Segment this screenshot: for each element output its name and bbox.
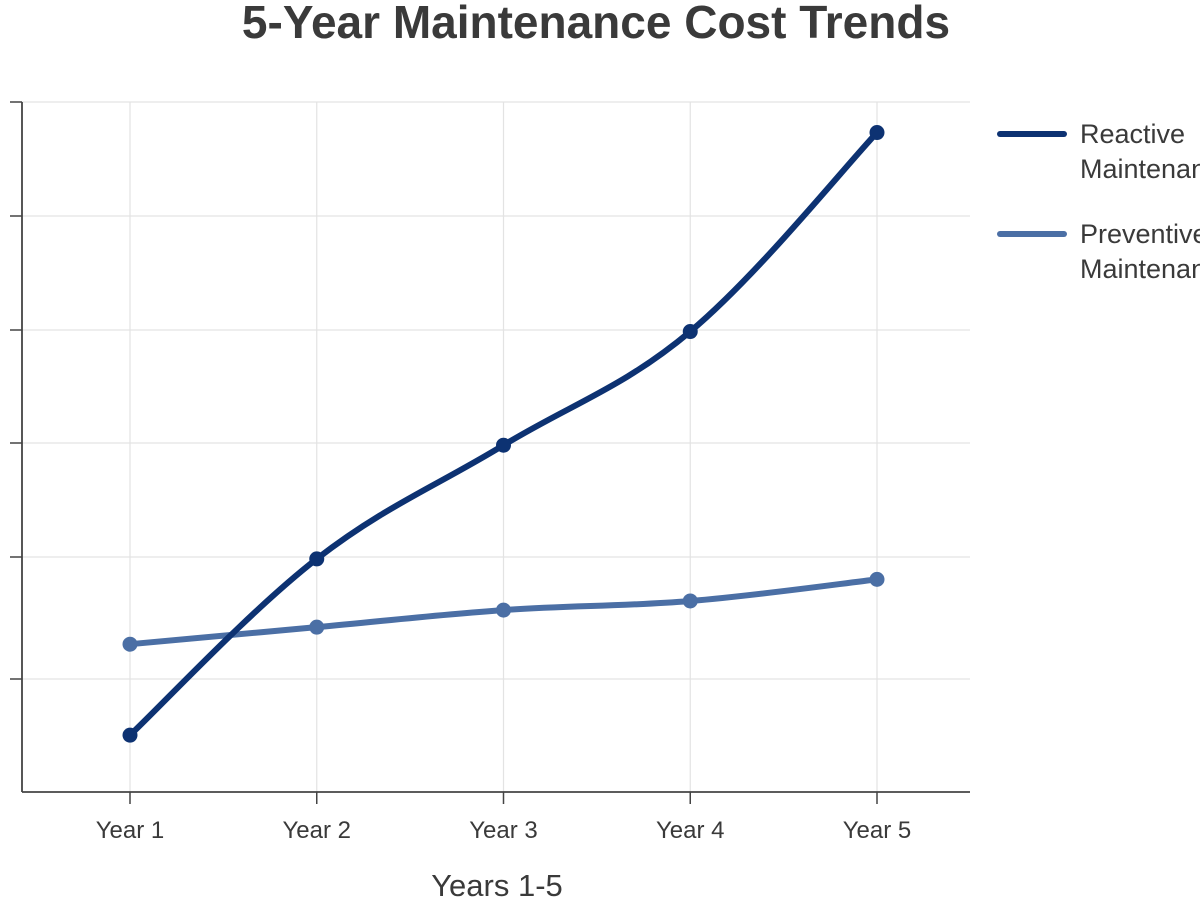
x-tick-label: Year 3 — [469, 817, 538, 844]
x-tick-label: Year 2 — [282, 817, 351, 844]
legend: ReactiveMaintenance PreventiveMaintenance — [997, 119, 1200, 284]
data-point-reactive-maintenance — [122, 727, 138, 743]
legend-label-preventive-maintenance: PreventiveMaintenance — [1080, 219, 1200, 284]
x-axis-label: Years 1-5 — [431, 868, 563, 900]
data-point-reactive-maintenance — [309, 551, 325, 567]
x-tick-labels: Year 1 Year 2 Year 3 Year 4 Year 5 — [96, 817, 912, 844]
chart-title: 5-Year Maintenance Cost Trends — [242, 0, 950, 48]
data-point-preventive-maintenance — [309, 619, 325, 635]
data-point-preventive-maintenance — [496, 602, 511, 618]
legend-label-reactive-maintenance: ReactiveMaintenance — [1080, 119, 1200, 184]
data-point-preventive-maintenance — [122, 636, 138, 652]
x-tick-label: Year 4 — [656, 817, 725, 844]
x-tick-label: Year 5 — [843, 817, 912, 844]
series-layer — [122, 125, 885, 743]
data-point-reactive-maintenance — [682, 324, 698, 340]
data-point-reactive-maintenance — [496, 437, 511, 453]
x-tick-label: Year 1 — [96, 817, 165, 844]
data-point-preventive-maintenance — [682, 593, 698, 609]
axes — [10, 101, 970, 804]
data-point-reactive-maintenance — [869, 125, 885, 141]
data-point-preventive-maintenance — [869, 571, 885, 587]
